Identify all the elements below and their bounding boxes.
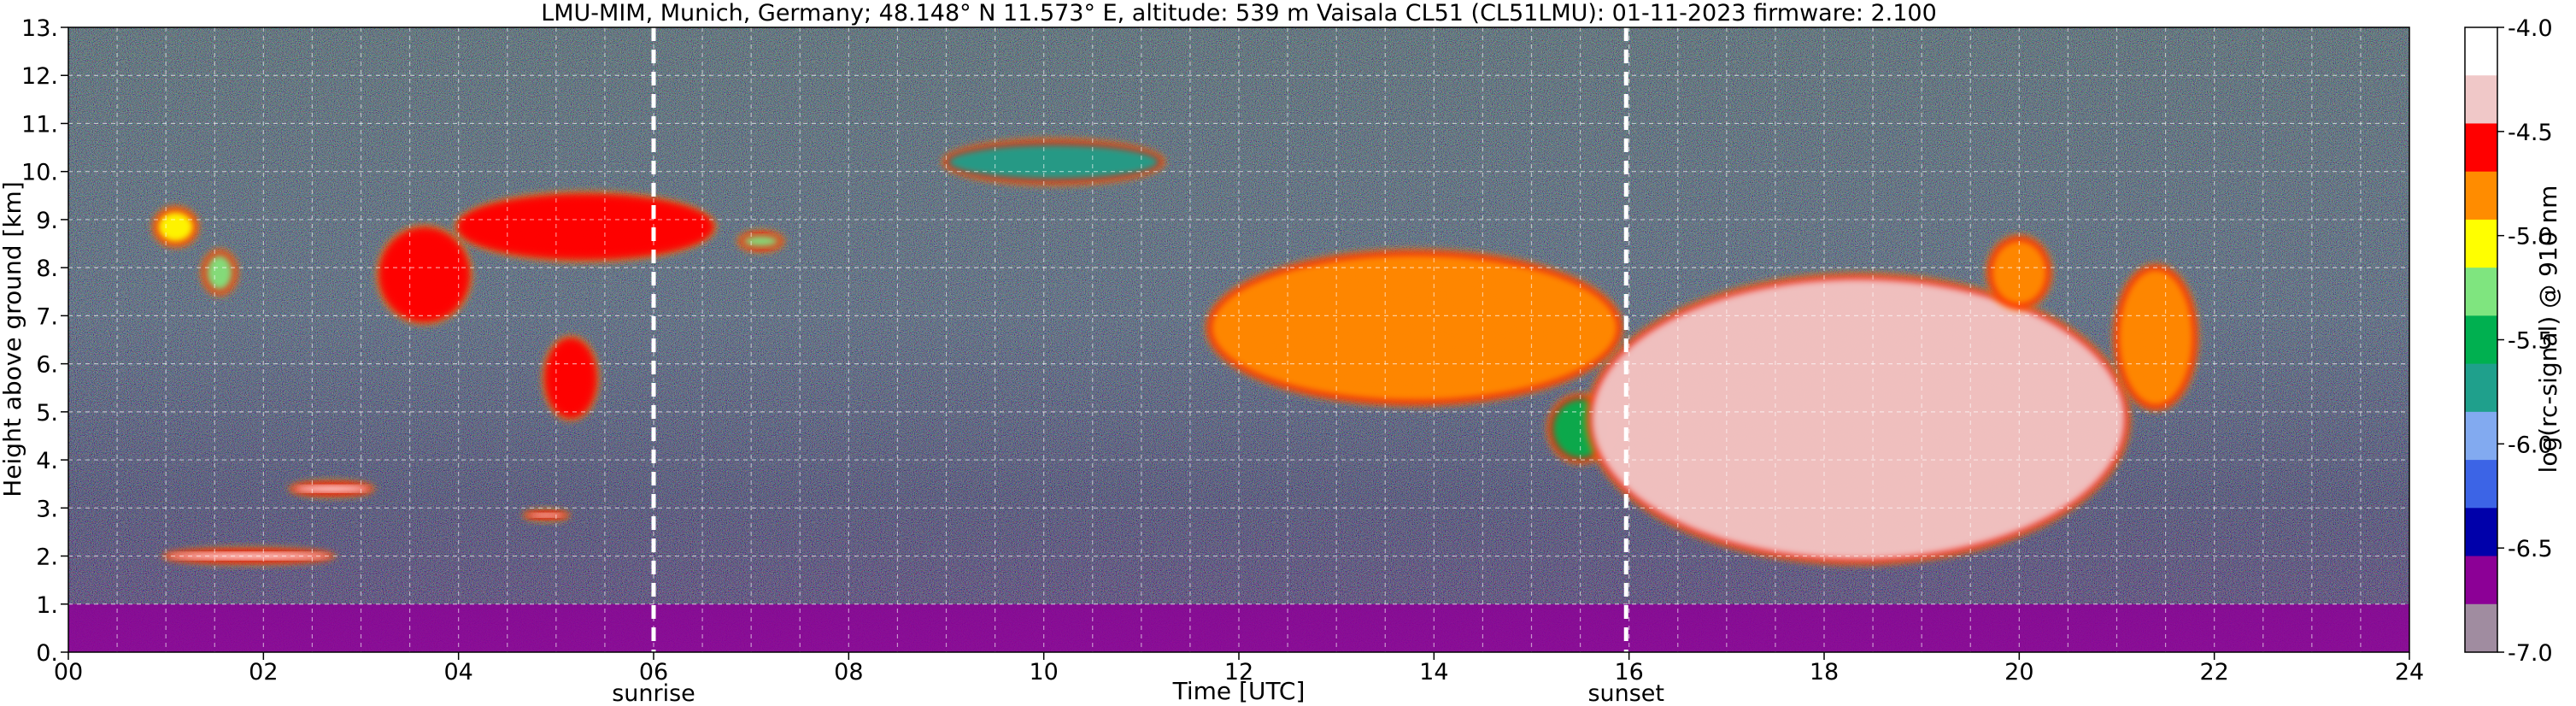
- y-tick-label: 6.: [36, 352, 58, 379]
- colorbar-band: [2465, 171, 2497, 221]
- colorbar-band: [2465, 508, 2497, 557]
- colorbar-label: log(rc-signal) @ 910 nm: [2534, 185, 2562, 474]
- cloud-layer: [2118, 269, 2193, 406]
- y-tick-label: 1.: [36, 592, 58, 619]
- event-label-sunrise: sunrise: [612, 680, 695, 706]
- x-tick-label: 02: [249, 659, 278, 685]
- plot-area: [68, 27, 2409, 652]
- chart-title: LMU-MIM, Munich, Germany; 48.148° N 11.5…: [541, 0, 1937, 26]
- cloud-layer: [528, 513, 565, 517]
- y-tick-label: 7.: [36, 303, 58, 330]
- cloud-layer: [1591, 279, 2125, 560]
- x-axis-label: Time [UTC]: [1172, 677, 1306, 705]
- y-axis-label: Height above ground [km]: [0, 181, 26, 497]
- cloud-layer: [1992, 240, 2047, 305]
- x-tick-label: 12: [1224, 659, 1253, 685]
- colorbar-tick-label: -6.0: [2508, 432, 2553, 458]
- y-tick-label: 8.: [36, 256, 58, 282]
- colorbar-tick-label: -6.5: [2508, 536, 2553, 562]
- colorbar-band: [2465, 123, 2497, 173]
- y-tick-label: 4.: [36, 448, 58, 474]
- cloud-layers: [150, 137, 2200, 567]
- cloud-layer: [1211, 255, 1618, 401]
- cloud-layer: [460, 197, 711, 256]
- x-tick-label: 08: [834, 659, 863, 685]
- x-tick-label: 18: [1810, 659, 1839, 685]
- colorbar-band: [2465, 411, 2497, 461]
- colorbar-band: [2465, 219, 2497, 268]
- x-tick-label: 10: [1029, 659, 1058, 685]
- x-tick-label: 22: [2199, 659, 2228, 685]
- colorbar-band: [2465, 315, 2497, 365]
- cloud-layer: [948, 144, 1159, 179]
- colorbar-band: [2465, 268, 2497, 316]
- x-tick-label: 16: [1614, 659, 1643, 685]
- x-tick-label: 24: [2395, 659, 2424, 685]
- event-label-sunset: sunset: [1587, 680, 1664, 706]
- cloud-layer: [294, 485, 369, 492]
- colorbar-band: [2465, 460, 2497, 509]
- colorbar-tick-label: -4.0: [2508, 15, 2553, 42]
- y-tick-label: 10.: [21, 160, 58, 186]
- cloud-layer: [548, 341, 594, 415]
- colorbar: -4.0 -4.5 -5.0 -5.5 -6.0 -6.5 -7.0: [2464, 15, 2553, 667]
- colorbar-band: [2465, 556, 2497, 605]
- cloud-layer: [206, 255, 233, 291]
- y-tick-label: 9.: [36, 208, 58, 234]
- y-tick-label: 3.: [36, 496, 58, 522]
- cloud-layer: [742, 235, 779, 247]
- y-tick-label: 0.: [36, 640, 58, 667]
- colorbar-tick-label: -7.0: [2508, 640, 2553, 667]
- colorbar-band: [2465, 363, 2497, 413]
- cloud-layer: [382, 231, 467, 320]
- cloud-layer: [157, 211, 194, 243]
- grid-lines: [68, 27, 2409, 652]
- colorbar-tick-label: -5.0: [2508, 224, 2553, 250]
- colorbar-band: [2465, 27, 2497, 76]
- y-tick-label: 2.: [36, 544, 58, 571]
- x-tick-label: 14: [1419, 659, 1448, 685]
- colorbar-tick-label: -5.5: [2508, 328, 2553, 355]
- x-tick-label: 06: [639, 659, 668, 685]
- x-tick-label: 20: [2004, 659, 2033, 685]
- colorbar-band: [2465, 603, 2497, 653]
- x-tick-label: 00: [54, 659, 83, 685]
- colorbar-tick-label: -4.5: [2508, 120, 2553, 146]
- colorbar-band: [2465, 75, 2497, 124]
- y-tick-label: 5.: [36, 400, 58, 427]
- event-lines: [651, 27, 1628, 652]
- y-tick-label: 13.: [21, 15, 58, 42]
- y-tick-label: 11.: [21, 111, 58, 138]
- x-tick-label: 04: [443, 659, 472, 685]
- y-tick-label: 12.: [21, 63, 58, 90]
